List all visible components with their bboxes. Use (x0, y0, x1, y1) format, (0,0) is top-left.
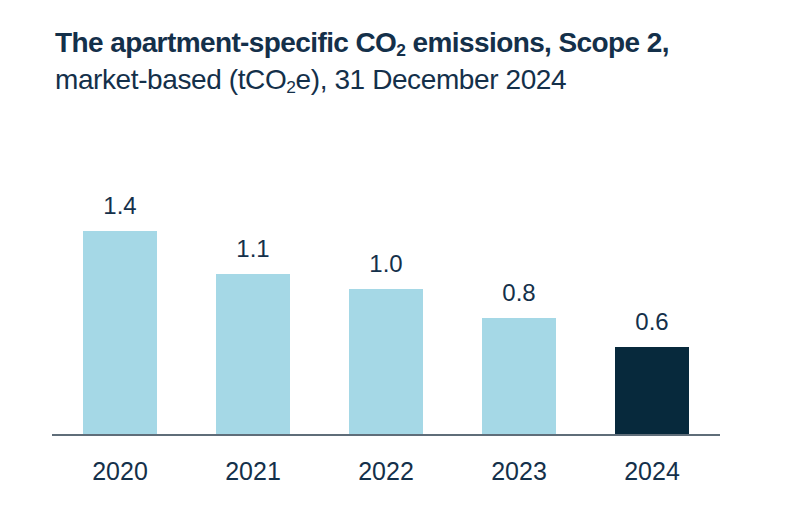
chart-title-line-2: market-based (tCO2e), 31 December 2024 (55, 63, 755, 100)
chart-title: The apartment-specific CO2 emissions, Sc… (55, 26, 755, 100)
bar-group-2022: 1.0 (349, 252, 423, 434)
x-tick-2020: 2020 (83, 457, 157, 486)
x-tick-2023: 2023 (482, 457, 556, 486)
bar-value-label-2022: 1.0 (369, 252, 402, 276)
bar-group-2020: 1.4 (83, 194, 157, 434)
x-tick-2021: 2021 (216, 457, 290, 486)
bar-value-label-2023: 0.8 (502, 281, 535, 305)
subtitle-text: market-based (tCO (55, 64, 286, 95)
title-text: emissions, Scope 2, (405, 27, 668, 58)
plot-area: 1.4 1.1 1.0 0.8 0.6 (52, 150, 720, 434)
bar-chart: 1.4 1.1 1.0 0.8 0.6 2020 2021 2022 2023 2024 (52, 150, 720, 486)
bar-value-label-2021: 1.1 (236, 237, 269, 261)
bar-value-label-2020: 1.4 (103, 194, 136, 218)
title-text: The apartment-specific CO (55, 27, 396, 58)
chart-title-line-1: The apartment-specific CO2 emissions, Sc… (55, 26, 755, 63)
bar-2021 (216, 274, 290, 434)
bar-2020 (83, 231, 157, 434)
bar-value-label-2024: 0.6 (635, 310, 668, 334)
bar-2022 (349, 289, 423, 434)
title-subscript: 2 (396, 40, 405, 60)
subtitle-subscript: 2 (286, 77, 295, 97)
x-tick-2024: 2024 (615, 457, 689, 486)
bar-2024 (615, 347, 689, 434)
x-axis-line (52, 434, 720, 436)
x-axis-labels: 2020 2021 2022 2023 2024 (52, 457, 720, 486)
bar-group-2021: 1.1 (216, 237, 290, 434)
bar-group-2023: 0.8 (482, 281, 556, 434)
bar-group-2024: 0.6 (615, 310, 689, 434)
x-tick-2022: 2022 (349, 457, 423, 486)
subtitle-text: e), 31 December 2024 (296, 64, 567, 95)
bar-2023 (482, 318, 556, 434)
